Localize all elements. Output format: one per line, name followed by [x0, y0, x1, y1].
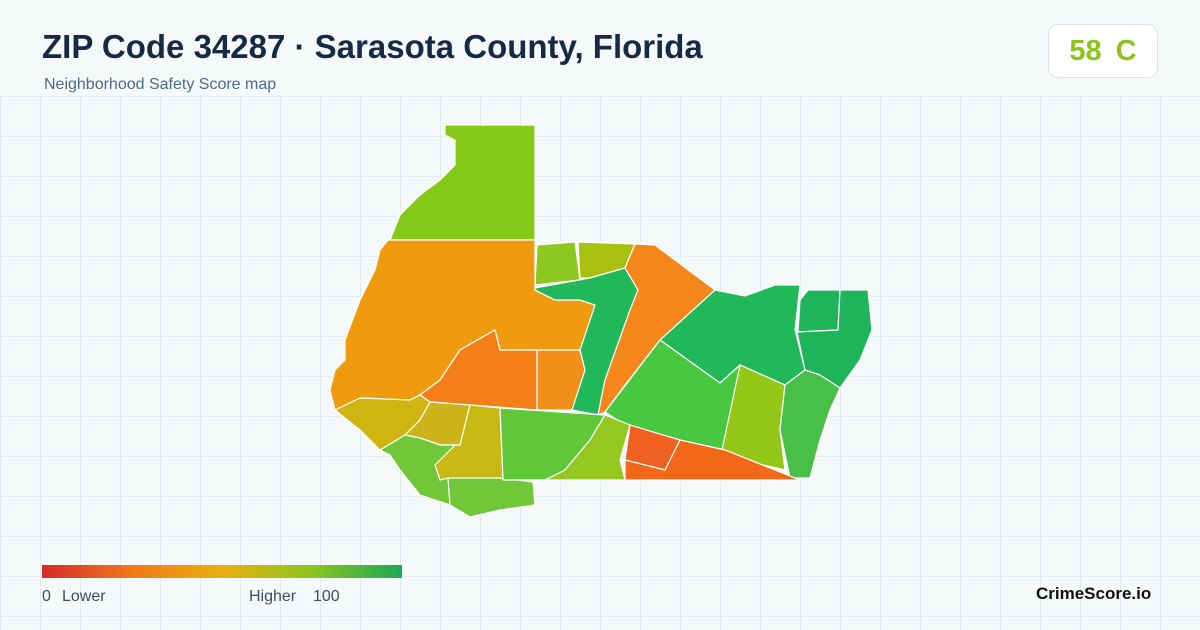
- legend-min-label: Lower: [62, 588, 106, 605]
- header-band: [0, 0, 1200, 96]
- legend-gradient: [42, 565, 402, 578]
- legend-max: 100: [313, 588, 340, 605]
- brand: CrimeScore.io: [1036, 584, 1152, 603]
- score-value: 58: [1069, 34, 1102, 67]
- title: ZIP Code 34287 · Sarasota County, Florid…: [42, 28, 703, 65]
- neighborhoods: [329, 124, 873, 518]
- subtitle: Neighborhood Safety Score map: [44, 76, 277, 93]
- score-badge: 58 C: [1048, 24, 1158, 78]
- legend-min: 0: [42, 588, 51, 605]
- legend-max-label: Higher: [249, 588, 297, 605]
- score-grade: C: [1115, 34, 1137, 67]
